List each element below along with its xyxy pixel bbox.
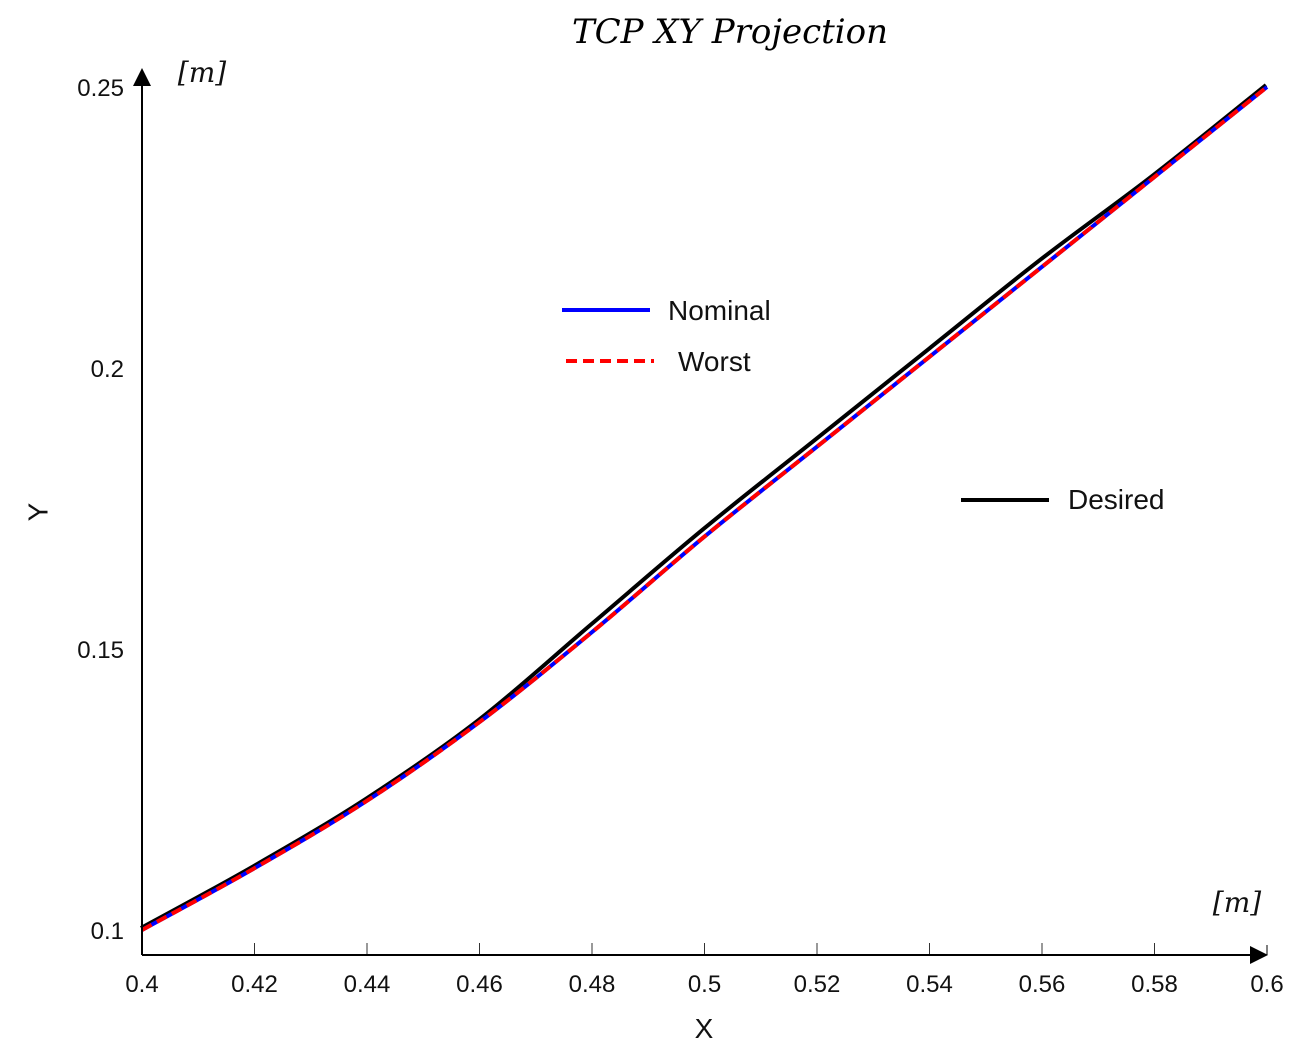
legend-desired-label: Desired [1068,484,1164,515]
y-tick-label: 0.25 [77,75,124,102]
legend: Nominal Worst Desired [562,295,1164,515]
series-desired-line [140,83,1268,930]
y-tick-label: 0.2 [91,356,124,383]
legend-nominal-label: Nominal [668,295,771,326]
x-axis-label: X [695,1013,714,1044]
x-tick-label: 0.48 [569,971,616,998]
y-tick-label: 0.1 [91,918,124,945]
axis-ticks: 0.4 0.42 0.44 0.46 0.48 0.5 0.52 0.54 0.56 0.58 0.… [77,75,1283,998]
x-tick-label: 0.56 [1019,971,1066,998]
axes [133,68,1268,964]
x-tick-label: 0.5 [688,971,721,998]
y-axis-label: Y [22,502,53,521]
x-axis-arrow-icon [1250,946,1268,964]
y-axis-arrow-icon [133,68,151,86]
x-tick-label: 0.6 [1250,971,1283,998]
x-tick-label: 0.58 [1131,971,1178,998]
x-tick-label: 0.44 [344,971,391,998]
series-worst-line [141,85,1269,932]
x-tick-label: 0.42 [231,971,278,998]
x-tick-label: 0.46 [456,971,503,998]
legend-worst-label: Worst [678,346,751,377]
plot-lines [140,83,1269,932]
x-tick-label: 0.52 [794,971,841,998]
y-tick-label: 0.15 [77,637,124,664]
x-unit-label: [m] [1213,886,1261,919]
y-unit-label: [m] [178,56,226,89]
axis-labels: X Y [m] [m] [22,56,1261,1044]
x-tick-label: 0.4 [125,971,158,998]
x-tick-label: 0.54 [906,971,953,998]
chart-title: TCP XY Projection [571,12,889,52]
